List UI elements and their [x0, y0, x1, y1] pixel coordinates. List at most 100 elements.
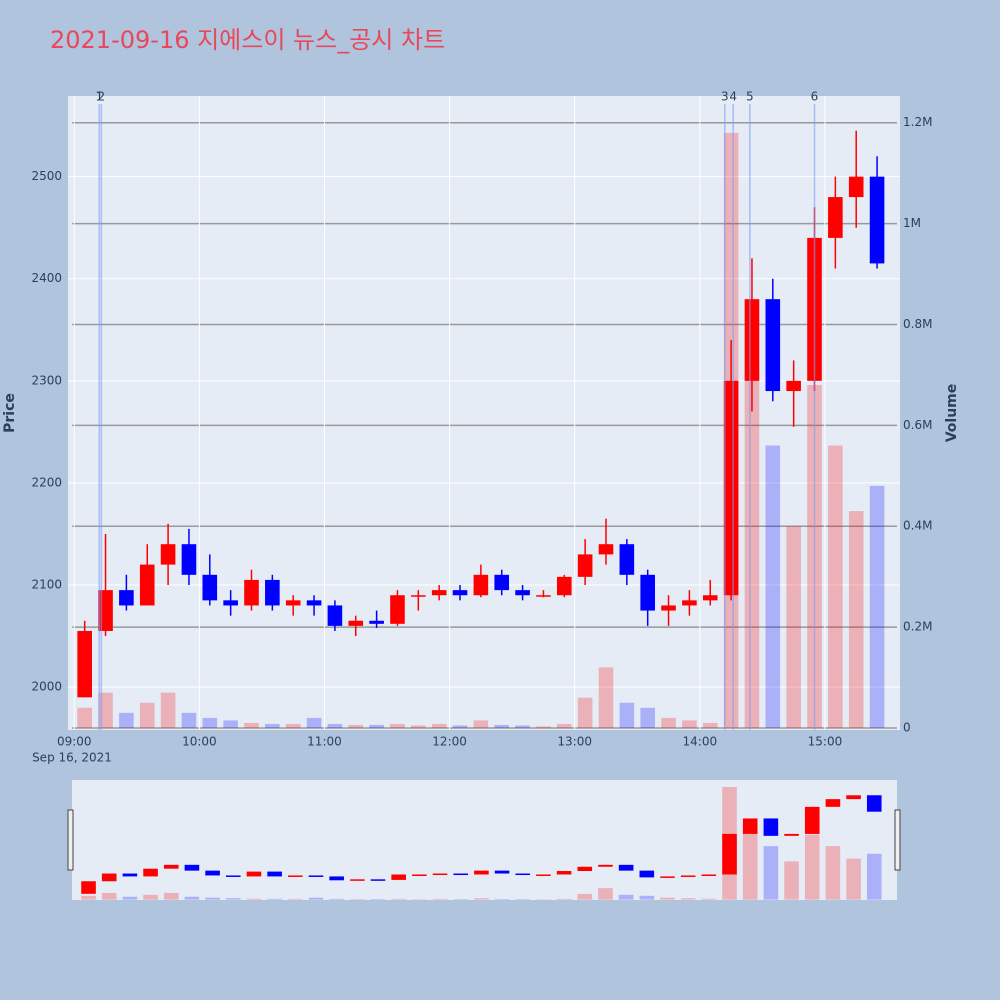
slider-candle	[246, 871, 262, 877]
slider-candle	[225, 875, 241, 877]
slider-candle	[350, 879, 365, 881]
candle-body	[556, 576, 572, 596]
candle-body	[77, 630, 92, 698]
slider-candle	[763, 818, 779, 836]
candle-body	[786, 380, 801, 392]
slider-candle	[577, 866, 593, 872]
slider-candle	[101, 873, 117, 882]
candle-body	[473, 574, 489, 596]
candle-body	[828, 197, 843, 238]
slider-volume-bar	[205, 897, 220, 900]
slider-volume-bar	[350, 899, 365, 900]
slider-handle-right[interactable]	[894, 809, 901, 871]
chart-title: 2021-09-16 지에스이 뉴스_공시 차트	[50, 26, 445, 54]
slider-candle	[370, 879, 386, 881]
candle-body	[369, 620, 384, 624]
x-tick-label: 14:00	[683, 735, 718, 749]
y2-axis-title: Volume	[944, 384, 960, 443]
y2-tick-label: 1.2M	[903, 115, 932, 129]
candle-body	[723, 380, 739, 596]
slider-volume-bar	[246, 898, 262, 900]
annotation-label: 4	[729, 90, 737, 104]
volume-bar	[160, 692, 176, 728]
x-tick-label: 12:00	[432, 735, 467, 749]
candle-body	[744, 299, 760, 381]
candle-body	[98, 590, 113, 631]
slider-candle	[163, 864, 179, 869]
candle-body	[619, 544, 635, 575]
range-slider[interactable]	[72, 780, 897, 900]
volume-bar	[598, 667, 614, 728]
slider-handle-left[interactable]	[67, 809, 74, 871]
slider-volume-bar	[288, 898, 303, 900]
volume-bar	[244, 722, 259, 728]
plot-area	[68, 96, 900, 730]
slider-candle	[267, 871, 282, 877]
volume-bar	[556, 723, 572, 728]
y2-tick-label: 0.8M	[903, 317, 932, 331]
volume-bar	[786, 526, 801, 728]
candle-body	[848, 176, 864, 198]
slider-candle	[742, 818, 758, 834]
slider-candle	[556, 871, 572, 875]
candle-body	[431, 590, 447, 596]
volume-bar	[119, 712, 134, 728]
candle-body	[536, 595, 551, 597]
slider-candle	[288, 875, 303, 877]
y2-tick-label: 0.2M	[903, 620, 932, 634]
slider-volume-bar	[143, 894, 158, 900]
slider-candle	[412, 874, 427, 876]
candle-body	[348, 620, 364, 626]
candle-body	[202, 574, 218, 601]
slider-volume-bar	[680, 898, 696, 900]
y-tick-label: 2200	[31, 475, 62, 489]
slider-candle	[122, 873, 138, 877]
slider-candle	[639, 870, 655, 878]
candle-body	[682, 600, 697, 606]
volume-bar	[369, 724, 384, 728]
volume-bar	[139, 702, 155, 728]
slider-volume-bar	[163, 892, 179, 900]
volume-bar	[452, 725, 468, 728]
slider-candle	[391, 874, 406, 880]
volume-bar	[765, 445, 781, 728]
slider-candle	[804, 806, 820, 834]
y-tick-label: 2500	[31, 169, 62, 183]
volume-bar	[577, 697, 593, 728]
slider-candle	[453, 873, 469, 876]
volume-bar	[661, 717, 676, 728]
candle-body	[390, 595, 405, 624]
candle-body	[452, 590, 468, 596]
volume-bar	[702, 722, 718, 728]
y2-tick-label: 1M	[903, 216, 921, 230]
candle-body	[139, 564, 155, 606]
y-tick-label: 2100	[31, 578, 62, 592]
x-tick-label: 15:00	[808, 735, 843, 749]
slider-candle	[494, 870, 510, 874]
volume-bar	[223, 720, 238, 728]
x-tick-label: 10:00	[182, 735, 217, 749]
candle-body	[244, 579, 259, 606]
x-tick-label: 13:00	[557, 735, 592, 749]
candle-body	[702, 595, 718, 601]
annotation-label: 6	[811, 90, 819, 104]
slider-volume-bar	[474, 898, 489, 900]
slider-candle	[866, 795, 882, 812]
volume-bar	[77, 707, 92, 728]
slider-volume-bar	[866, 853, 882, 900]
slider-volume-bar	[763, 846, 779, 900]
volume-bar	[327, 723, 343, 728]
slider-volume-bar	[494, 899, 510, 900]
volume-bar	[348, 724, 364, 728]
y-tick-label: 2000	[31, 680, 62, 694]
volume-bar	[744, 364, 760, 728]
volume-bar	[515, 725, 530, 728]
slider-candle	[515, 873, 531, 876]
candle-body	[869, 176, 885, 264]
candle-body	[306, 600, 322, 606]
candle-body	[223, 600, 238, 606]
volume-bar	[265, 723, 280, 728]
volume-bar	[869, 485, 885, 728]
slider-volume-bar	[267, 898, 282, 900]
